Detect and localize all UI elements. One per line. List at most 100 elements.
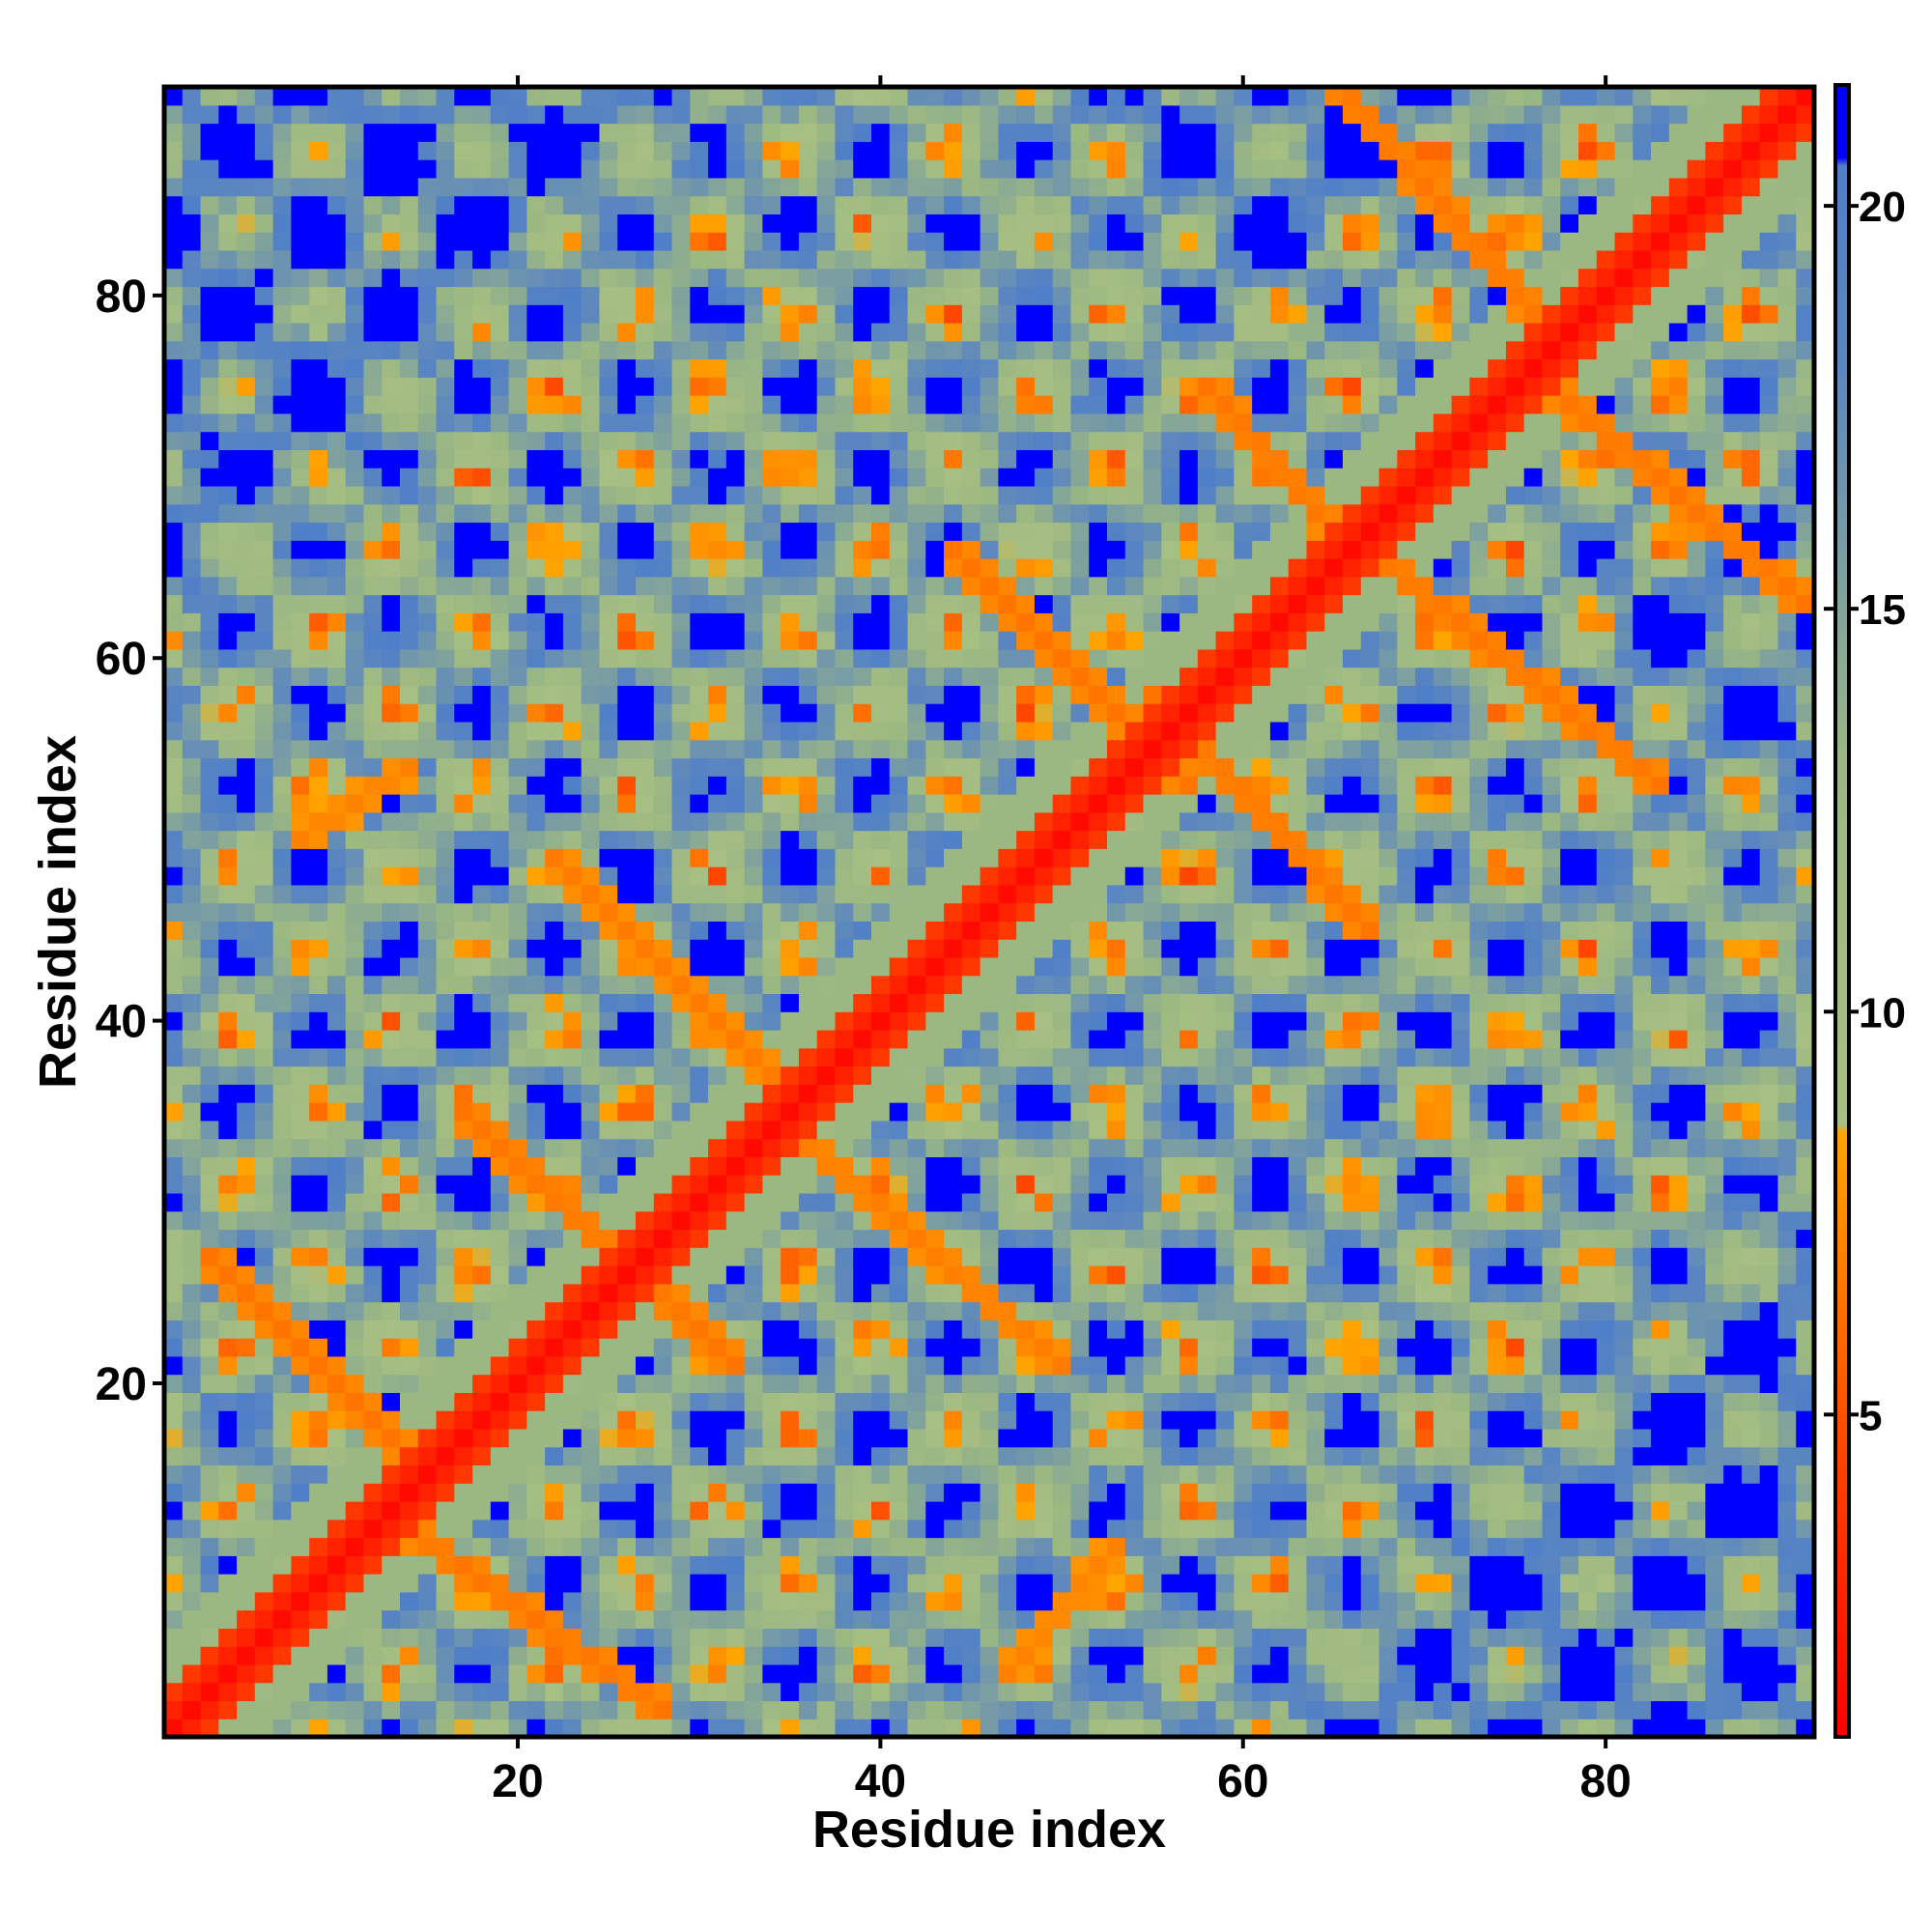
heatmap-cell xyxy=(200,993,219,1012)
heatmap-cell xyxy=(254,195,274,214)
heatmap-cell xyxy=(617,1700,637,1719)
heatmap-cell xyxy=(400,503,419,524)
heatmap-cell xyxy=(182,249,202,270)
heatmap-cell xyxy=(182,485,202,505)
heatmap-cell xyxy=(472,667,492,686)
heatmap-cell xyxy=(400,631,419,650)
heatmap-cell xyxy=(562,358,582,378)
heatmap-cell xyxy=(291,1192,310,1212)
heatmap-cell xyxy=(400,540,419,559)
heatmap-cell xyxy=(1016,195,1036,214)
heatmap-cell xyxy=(526,739,546,759)
heatmap-cell xyxy=(1089,884,1108,904)
heatmap-cell xyxy=(309,1320,328,1339)
heatmap-cell xyxy=(725,1120,746,1140)
heatmap-cell xyxy=(291,776,310,795)
heatmap-cell xyxy=(526,503,546,524)
heatmap-cell xyxy=(980,1011,999,1031)
heatmap-cell xyxy=(400,412,419,433)
heatmap-cell xyxy=(1089,213,1108,233)
heatmap-cell xyxy=(508,1283,527,1303)
heatmap-cell xyxy=(1034,776,1054,795)
heatmap-cell xyxy=(382,1374,401,1393)
heatmap-cell xyxy=(1124,195,1145,214)
heatmap-cell xyxy=(562,1247,582,1266)
heatmap-cell xyxy=(980,1265,999,1285)
heatmap-cell xyxy=(472,703,492,723)
heatmap-cell xyxy=(889,1719,909,1738)
heatmap-cell xyxy=(581,884,601,904)
heatmap-cell xyxy=(436,921,455,940)
heatmap-cell xyxy=(961,776,981,795)
heatmap-cell xyxy=(1124,867,1145,886)
heatmap-cell xyxy=(237,268,256,288)
heatmap-cell xyxy=(816,1283,837,1303)
heatmap-cell xyxy=(781,268,800,288)
heatmap-cell xyxy=(291,1663,310,1684)
heatmap-cell xyxy=(944,1265,963,1285)
heatmap-cell xyxy=(907,830,926,849)
heatmap-cell xyxy=(454,177,473,197)
heatmap-cell xyxy=(708,1320,727,1339)
heatmap-cell xyxy=(237,1229,256,1248)
heatmap-cell xyxy=(1052,1120,1072,1140)
heatmap-cell xyxy=(1052,1682,1072,1702)
heatmap-cell xyxy=(272,1374,292,1393)
heatmap-cell xyxy=(562,1175,582,1194)
heatmap-cell xyxy=(254,1646,274,1665)
heatmap-cell xyxy=(1016,1229,1036,1248)
heatmap-cell xyxy=(725,576,746,596)
heatmap-cell xyxy=(472,1682,492,1702)
heatmap-cell xyxy=(907,558,926,578)
heatmap-cell xyxy=(871,576,891,596)
heatmap-cell xyxy=(708,104,727,125)
heatmap-cell xyxy=(562,213,582,233)
heatmap-cell xyxy=(400,1483,419,1502)
heatmap-cell xyxy=(309,975,328,995)
heatmap-cell xyxy=(653,377,673,396)
heatmap-cell xyxy=(472,1574,492,1593)
heatmap-cell xyxy=(1124,1355,1145,1376)
heatmap-cell xyxy=(454,1030,473,1049)
heatmap-cell xyxy=(871,1156,891,1176)
heatmap-cell xyxy=(363,939,383,958)
heatmap-cell xyxy=(1034,1374,1054,1393)
heatmap-cell xyxy=(581,648,601,668)
heatmap-cell xyxy=(490,1138,510,1157)
heatmap-cell xyxy=(200,123,219,142)
heatmap-cell xyxy=(345,1537,365,1556)
heatmap-cell xyxy=(454,558,473,578)
heatmap-cell xyxy=(944,1192,963,1212)
heatmap-cell xyxy=(417,249,438,270)
heatmap-cell xyxy=(417,1030,438,1049)
heatmap-cell xyxy=(998,1084,1017,1103)
heatmap-cell xyxy=(1143,631,1162,650)
heatmap-cell xyxy=(725,1229,746,1248)
heatmap-cell xyxy=(708,1537,727,1556)
heatmap-cell xyxy=(164,1555,184,1575)
heatmap-cell xyxy=(363,703,383,723)
heatmap-cell xyxy=(545,703,564,723)
heatmap-cell xyxy=(1143,1120,1162,1140)
heatmap-cell xyxy=(1052,612,1072,632)
heatmap-cell xyxy=(291,1265,310,1285)
heatmap-cell xyxy=(617,323,637,342)
heatmap-cell xyxy=(218,1501,238,1520)
heatmap-cell xyxy=(218,1591,238,1611)
heatmap-cell xyxy=(835,631,854,650)
heatmap-cell xyxy=(853,1428,872,1448)
heatmap-cell xyxy=(599,1663,618,1684)
heatmap-cell xyxy=(1052,1283,1072,1303)
heatmap-cell xyxy=(889,503,909,524)
heatmap-cell xyxy=(508,1537,527,1556)
heatmap-cell xyxy=(200,1355,219,1376)
heatmap-cell xyxy=(781,1719,800,1738)
heatmap-cell xyxy=(1016,1537,1036,1556)
heatmap-cell xyxy=(581,721,601,741)
heatmap-cell xyxy=(327,377,347,396)
heatmap-cell xyxy=(907,1210,926,1231)
heatmap-cell xyxy=(744,975,763,995)
heatmap-cell xyxy=(762,1574,781,1593)
heatmap-cell xyxy=(617,867,637,886)
heatmap-cell xyxy=(617,1682,637,1702)
